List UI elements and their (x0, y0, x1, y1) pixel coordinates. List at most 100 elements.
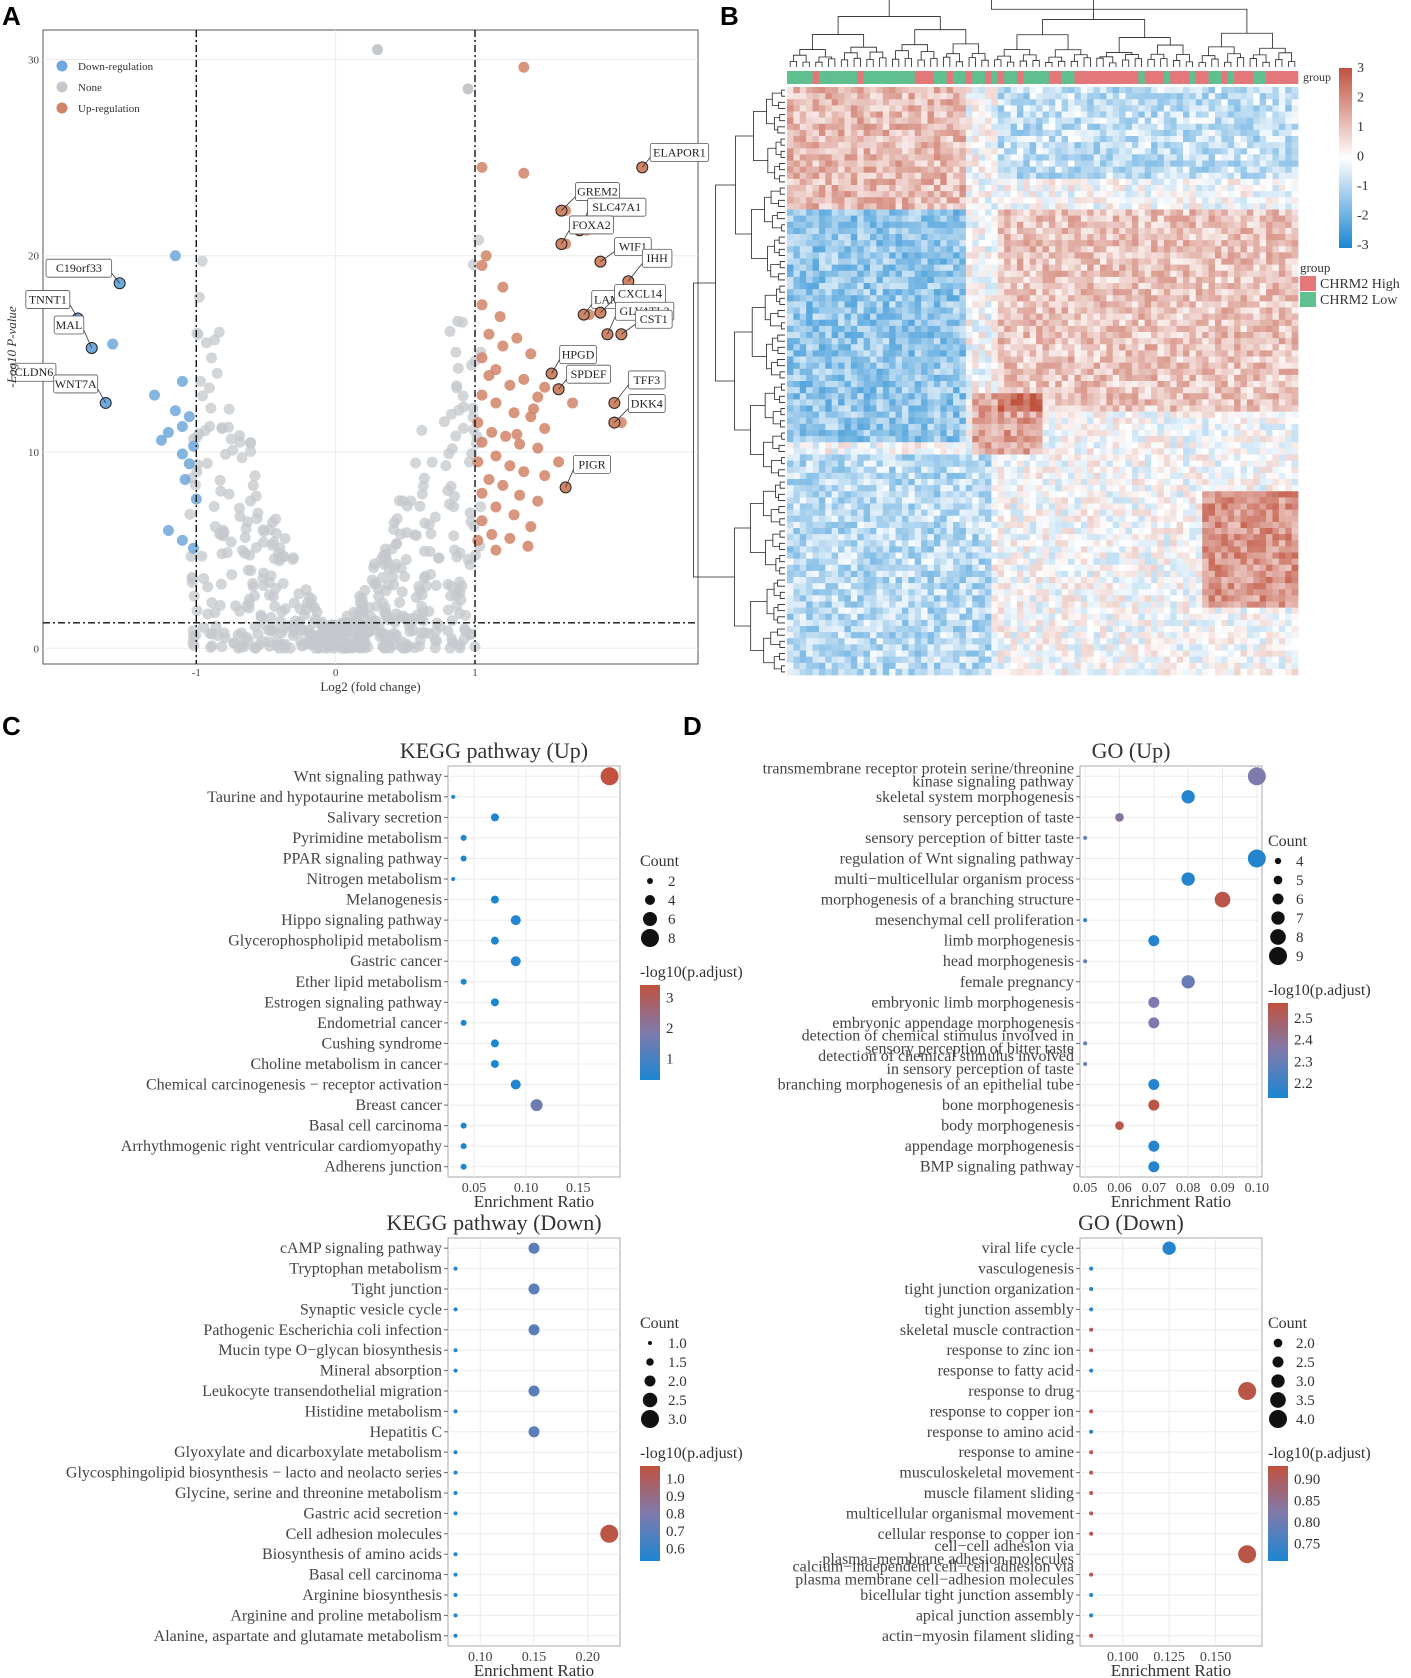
heatmap-cell (940, 307, 948, 315)
gene-label: ELAPOR1 (653, 145, 706, 159)
heatmap-cell (1151, 301, 1158, 308)
heatmap-cell (806, 252, 813, 259)
heatmap-cell (1176, 307, 1184, 315)
heatmap-cell (1278, 227, 1286, 235)
heatmap-cell (812, 258, 820, 266)
heatmap-cell (940, 148, 948, 155)
heatmap-cell (1125, 209, 1133, 217)
point-none (425, 568, 437, 580)
heatmap-cell (940, 332, 948, 339)
heatmap-cell (1112, 374, 1120, 382)
heatmap-cell (1106, 374, 1114, 382)
heatmap-cell (1004, 209, 1011, 217)
heatmap-cell (1016, 148, 1024, 155)
heatmap-cell (1189, 350, 1197, 357)
heatmap-cell (985, 368, 992, 376)
heatmap-cell (921, 246, 928, 253)
heatmap-cell (876, 87, 884, 94)
heatmap-cell (946, 307, 954, 315)
heatmap-cell (831, 185, 839, 192)
heatmap-cell (908, 203, 916, 210)
heatmap-cell (1125, 319, 1133, 327)
heatmap-cell (1106, 129, 1114, 137)
heatmap-cell (1010, 117, 1018, 125)
dendrogram-branch (778, 493, 785, 501)
heatmap-cell (953, 356, 960, 364)
heatmap-cell (1119, 93, 1126, 100)
heatmap-cell (1195, 264, 1203, 272)
heatmap-cell (1189, 338, 1197, 345)
heatmap-cell (991, 325, 999, 333)
heatmap-cell (1144, 99, 1152, 106)
heatmap-cell (1112, 283, 1120, 290)
heatmap-cell (1125, 93, 1133, 100)
heatmap-cell (1157, 209, 1165, 217)
heatmap-cell (1119, 289, 1126, 296)
heatmap-cell (1266, 368, 1273, 376)
heatmap-cell (972, 105, 980, 112)
heatmap-cell (882, 160, 890, 168)
heatmap-cell (863, 270, 871, 278)
heatmap-cell (825, 172, 833, 180)
heatmap-cell (1221, 87, 1229, 94)
heatmap-cell (921, 93, 928, 100)
heatmap-cell (1042, 307, 1050, 315)
heatmap-cell (870, 252, 877, 259)
y-tick-label: 0 (34, 643, 40, 655)
heatmap-cell (831, 240, 839, 247)
heatmap-cell (1093, 264, 1101, 272)
heatmap-cell (1016, 172, 1024, 180)
heatmap-cell (1029, 276, 1037, 284)
heatmap-cell (953, 381, 960, 388)
heatmap-cell (1285, 387, 1293, 394)
heatmap-cell (818, 374, 826, 382)
heatmap-cell (1061, 87, 1069, 94)
heatmap-cell (1278, 283, 1286, 290)
heatmap-cell (908, 387, 916, 394)
group-annotation-cell (1272, 71, 1280, 84)
heatmap-cell (914, 270, 922, 278)
heatmap-cell (1272, 270, 1280, 278)
heatmap-cell (921, 111, 928, 119)
heatmap-cell (1208, 350, 1216, 357)
heatmap-cell (838, 99, 845, 106)
heatmap-cell (1176, 148, 1184, 155)
heatmap-cell (901, 344, 909, 351)
heatmap-cell (1138, 356, 1146, 364)
dendrogram-branch (1042, 19, 1146, 38)
dendrogram-branch (1252, 54, 1267, 63)
heatmap-cell (927, 129, 935, 137)
heatmap-cell (1119, 313, 1126, 321)
heatmap-cell (812, 111, 820, 119)
heatmap-cell (844, 203, 852, 210)
heatmap-cell (1278, 172, 1286, 180)
heatmap-cell (787, 172, 794, 180)
point-none (425, 528, 437, 540)
heatmap-cell (953, 295, 960, 302)
heatmap-cell (933, 154, 941, 161)
group-annotation-cell (908, 71, 916, 84)
heatmap-cell (1163, 123, 1171, 131)
heatmap-cell (793, 99, 801, 106)
heatmap-cell (818, 191, 826, 198)
heatmap-cell (921, 185, 928, 192)
heatmap-cell (1278, 105, 1286, 112)
heatmap-cell (1278, 209, 1286, 217)
heatmap-cell (1119, 362, 1126, 370)
heatmap-cell (895, 270, 903, 278)
heatmap-cell (838, 374, 845, 382)
heatmap-cell (870, 362, 877, 370)
heatmap-cell (959, 362, 967, 370)
heatmap-cell (787, 374, 794, 382)
heatmap-cell (927, 246, 935, 253)
heatmap-cell (1176, 215, 1184, 223)
heatmap-cell (882, 301, 890, 308)
heatmap-cell (1131, 99, 1139, 106)
heatmap-cell (787, 160, 794, 168)
heatmap-cell (818, 172, 826, 180)
dendrogram-branch (777, 579, 785, 587)
group-annotation-cell (1010, 71, 1018, 84)
heatmap-cell (1099, 276, 1107, 284)
heatmap-cell (965, 117, 973, 125)
heatmap-cell (1016, 270, 1024, 278)
